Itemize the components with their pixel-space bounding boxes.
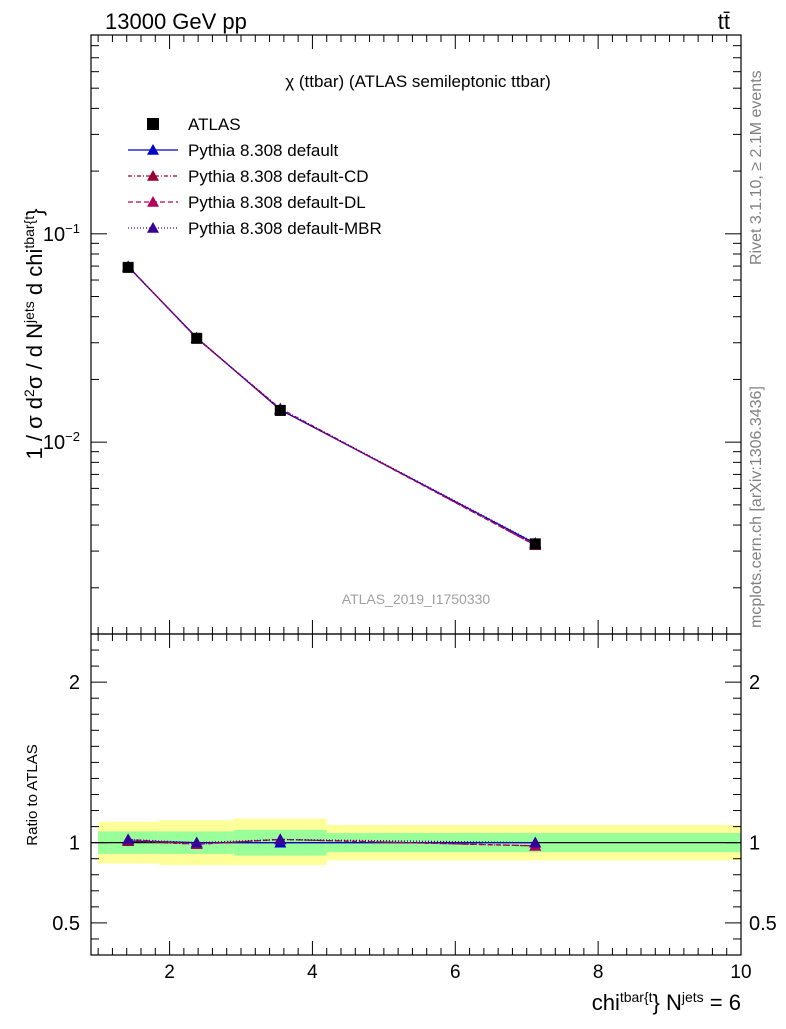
ratio-tick-label-right: 2 [749,672,760,694]
legend-label: Pythia 8.308 default-DL [188,193,366,212]
legend-marker-2 [147,196,159,207]
series-line-3 [127,266,536,544]
legend-marker-0 [147,144,159,155]
x-tick-label: 10 [730,962,751,983]
legend-marker-1 [147,170,159,181]
analysis-watermark: ATLAS_2019_I1750330 [342,591,491,607]
legend-label: Pythia 8.308 default-CD [188,167,369,186]
svg-text:1 / σ d2σ / d Njets d chitbar{: 1 / σ d2σ / d Njets d chitbar{t} [21,209,47,460]
y-tick-label: 10−2 [43,429,80,454]
header-energy: 13000 GeV pp [105,9,247,34]
x-tick-label: 2 [164,962,175,983]
data-point [122,261,134,273]
x-tick-label: 8 [593,962,604,983]
ratio-point-3 [190,836,203,848]
header-process: tt̄ [718,9,730,34]
data-point [529,538,541,550]
rivet-label: Rivet 3.1.10, ≥ 2.1M events [748,70,765,265]
ratio-line-2 [128,838,536,847]
ratio-point-3 [529,836,542,848]
legend-label: Pythia 8.308 default-MBR [188,219,382,238]
y-axis-label: 1 / σ d2σ / d Njets d chitbar{t} [21,209,47,460]
legend-label: ATLAS [188,115,241,134]
ratio-tick-label-left: 0.5 [52,913,80,935]
x-tick-label: 4 [307,962,318,983]
y-tick-label: 10−1 [43,221,80,246]
ratio-tick-label-left: 1 [69,833,80,855]
main-panel: 10−1 10−2 [43,34,742,955]
legend: ATLAS Pythia 8.308 default Pythia 8.308 de… [128,115,382,238]
ratio-tick-label-left: 2 [69,672,80,694]
ratio-line-1 [128,838,536,847]
data-point [274,404,286,416]
legend-label: Pythia 8.308 default [188,141,339,160]
ratio-y-axis-label: Ratio to ATLAS [24,744,41,845]
ratio-tick-label-right: 0.5 [749,913,777,935]
x-tick-label: 6 [450,962,461,983]
data-point [191,332,203,344]
ratio-tick-label-right: 1 [749,833,760,855]
ratio-point-3 [122,833,135,845]
legend-marker-3 [147,222,159,233]
chart-title: χ (ttbar) (ATLAS semileptonic ttbar) [285,72,551,91]
ratio-panel: 2 4 6 8 10 0.5 0.5 1 1 2 2 [52,633,777,983]
mcplots-label: mcplots.cern.ch [arXiv:1306.3436] [748,386,765,628]
x-axis-label: chitbar{t} Njets = 6 [592,989,741,1015]
ratio-point-3 [274,833,287,845]
ratio-line-3 [128,838,536,844]
legend-marker-data [147,118,159,130]
